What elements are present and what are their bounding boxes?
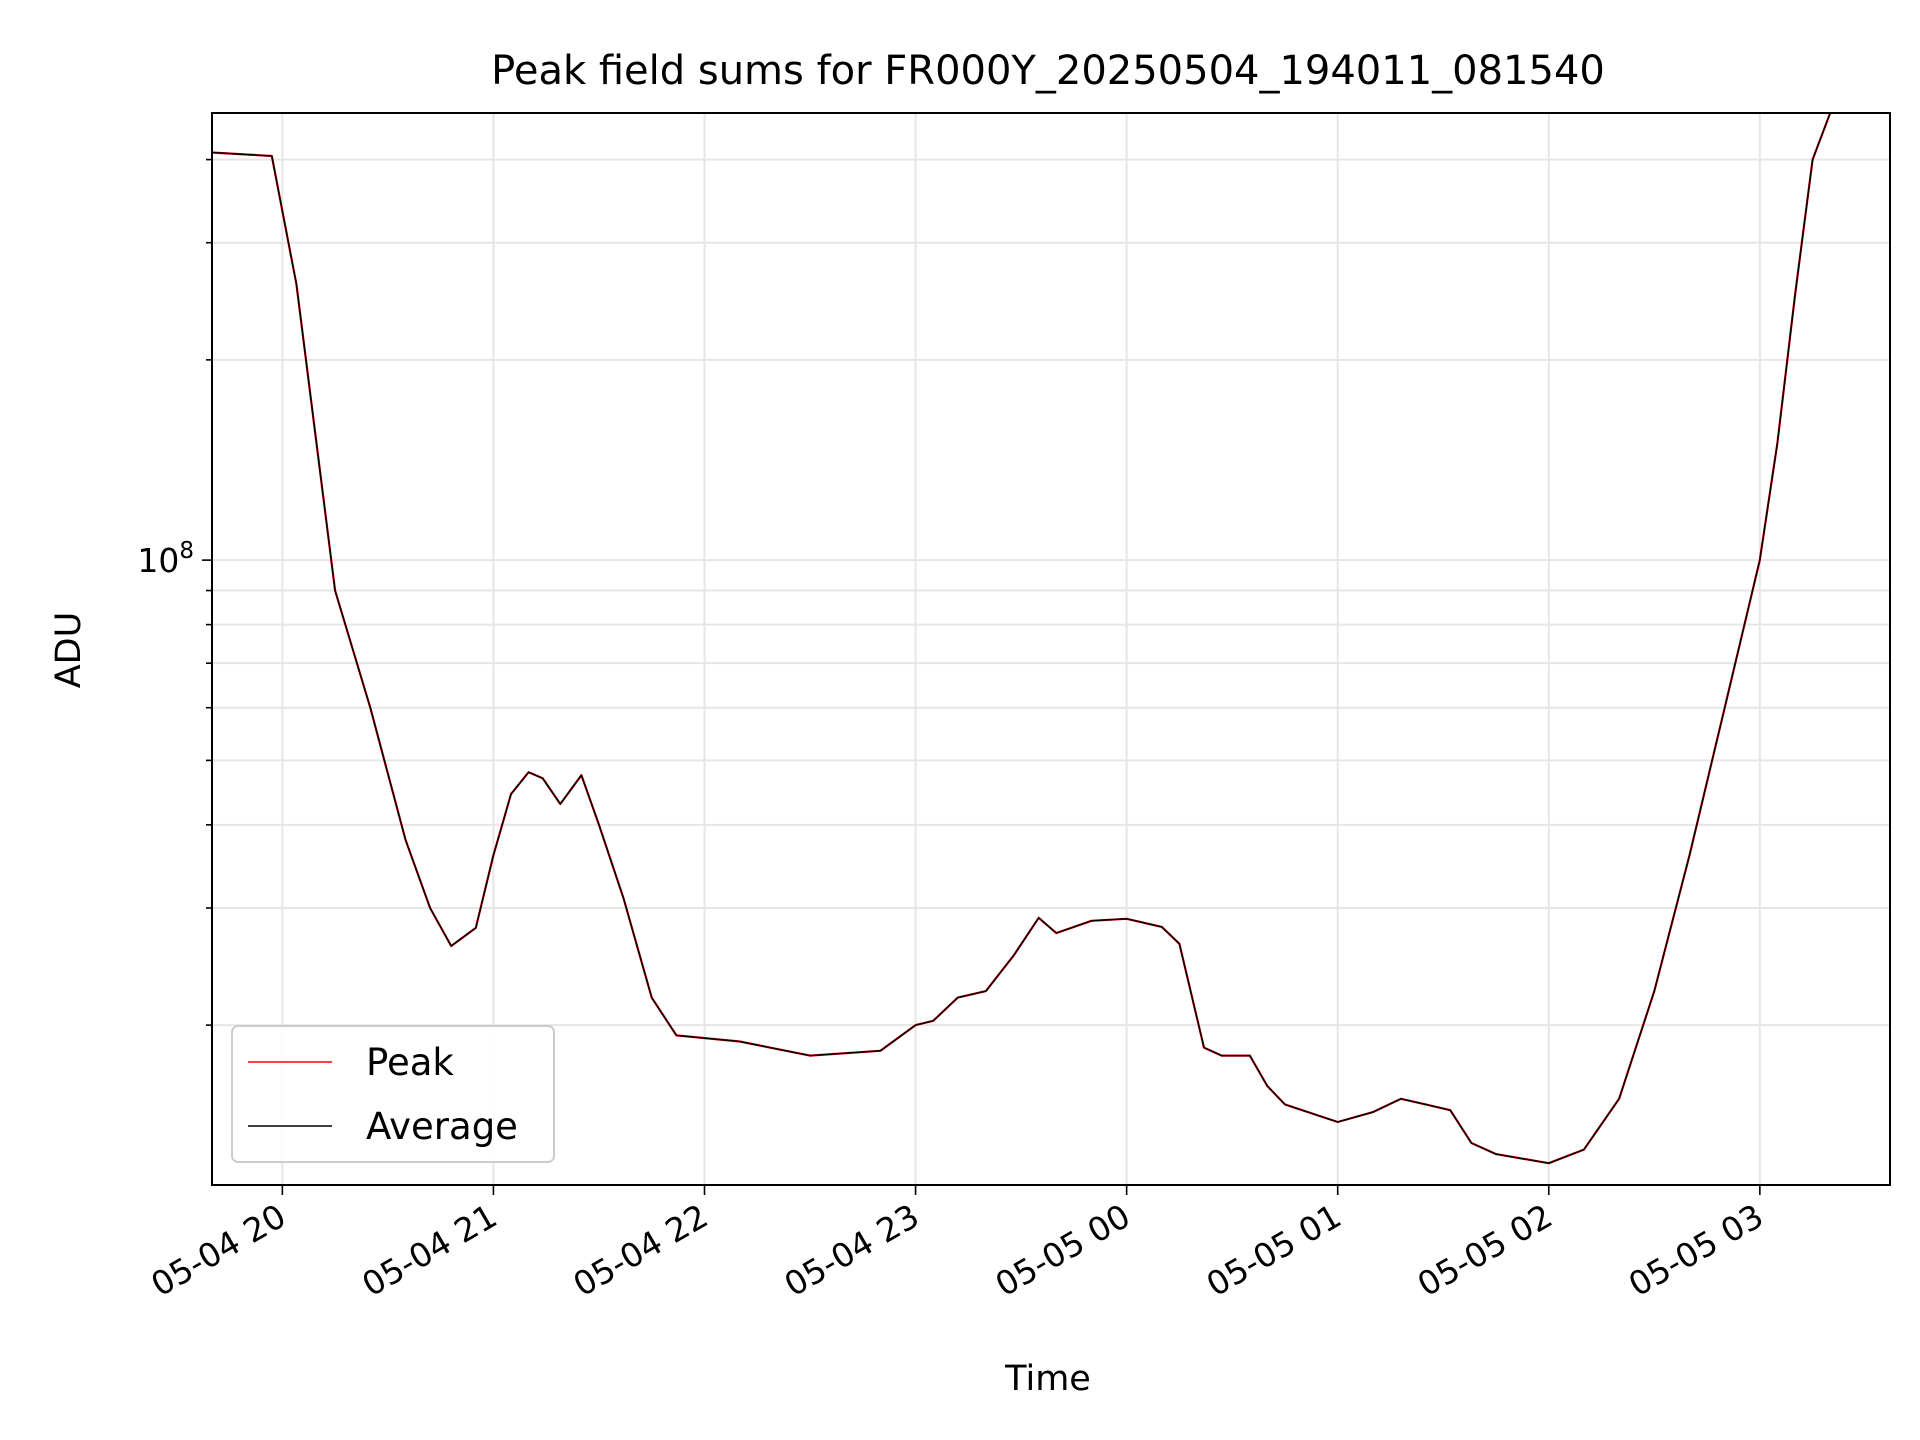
series-lines	[212, 113, 1832, 1165]
grid-lines	[212, 113, 1890, 1185]
legend-label-average: Average	[366, 1105, 518, 1148]
legend: Peak Average	[231, 1025, 555, 1163]
legend-box	[231, 1025, 555, 1163]
chart-title: Peak field sums for FR000Y_20250504_1940…	[491, 48, 1605, 94]
y-axis-label: ADU	[49, 612, 89, 689]
x-axis-label: Time	[1004, 1359, 1091, 1399]
plot-frame	[211, 112, 1891, 1186]
legend-label-peak: Peak	[366, 1041, 454, 1084]
series-line-average	[212, 113, 1831, 1164]
